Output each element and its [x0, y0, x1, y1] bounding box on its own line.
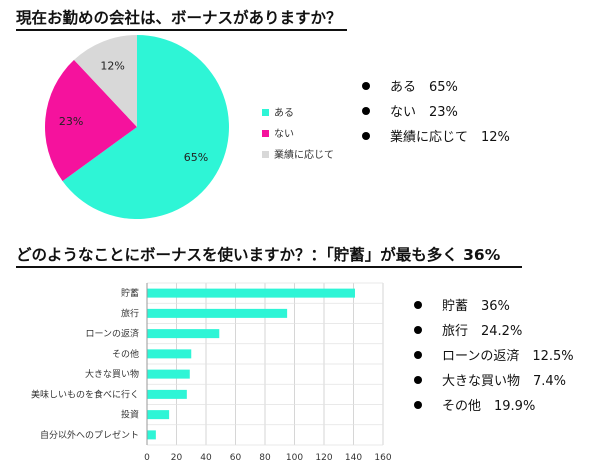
category-label: 投資: [121, 409, 139, 421]
bar-chart: 0 20 40 60 80 100 120 140 160 貯蓄旅行ローンの返済その他大きな買い物…: [31, 282, 392, 463]
legend-label: 業績に応じて: [274, 148, 334, 161]
q1-bullet-text: 業績に応じて 12%: [390, 130, 510, 145]
bar: [147, 369, 190, 379]
bullet-icon: [414, 375, 422, 384]
category-label: 自分以外へのプレゼント: [40, 429, 139, 441]
question-2-title: どのようなことにボーナスを使いますか？：「貯蓄」が最も多く 36%: [16, 246, 501, 264]
legend-label: ない: [274, 128, 294, 140]
question-1-title: 現在お勤めの会社は、ボーナスがありますか？: [16, 9, 342, 27]
category-label: 旅行: [121, 307, 139, 319]
x-tick-label: 100: [286, 453, 303, 463]
pie-value-label: 65%: [184, 151, 208, 164]
q2-bullet-item: 貯蓄 36%: [414, 295, 510, 314]
pie-value-label: 23%: [59, 115, 83, 128]
x-tick-label: 0: [144, 453, 150, 463]
pie-slice: [44, 59, 137, 182]
category-label: 大きな買い物: [85, 368, 139, 380]
bullet-icon: [362, 131, 370, 140]
x-tick-label: 140: [345, 453, 362, 463]
bullet-icon: [414, 325, 422, 334]
q2-bullet-item: 大きな買い物 7.4%: [414, 370, 566, 389]
q1-bullet-item: ある 65%: [362, 76, 458, 95]
x-tick-label: 120: [315, 453, 332, 463]
q2-bullet-text: その他 19.9%: [442, 399, 536, 414]
bar: [147, 288, 355, 298]
bullet-icon: [414, 350, 422, 359]
q2-bullet-text: 貯蓄 36%: [442, 299, 510, 314]
legend-swatch: [262, 130, 269, 137]
legend-label: ある: [274, 107, 294, 119]
x-tick-label: 80: [259, 453, 271, 463]
category-label: 貯蓄: [121, 287, 139, 299]
pie-slice: [62, 35, 229, 220]
bar: [147, 430, 156, 440]
q1-bullet-text: ある 65%: [390, 80, 458, 95]
q2-bullet-item: 旅行 24.2%: [414, 320, 522, 339]
x-tick-label: 160: [374, 453, 391, 463]
bar: [147, 389, 187, 399]
bullet-icon: [414, 400, 422, 409]
q2-bullet-text: ローンの返済 12.5%: [442, 349, 574, 364]
x-tick-label: 40: [200, 453, 212, 463]
bar: [147, 410, 170, 420]
x-tick-label: 20: [171, 453, 183, 463]
category-label: ローンの返済: [85, 328, 139, 340]
legend-swatch: [262, 109, 269, 116]
pie-value-label: 12%: [100, 59, 124, 72]
bar: [147, 329, 220, 339]
bar: [147, 308, 288, 318]
category-label: その他: [112, 348, 139, 360]
x-tick-label: 60: [230, 453, 242, 463]
bullet-icon: [362, 106, 370, 115]
pie-slice: [74, 35, 137, 127]
q2-bullet-item: ローンの返済 12.5%: [414, 345, 574, 364]
legend-swatch: [262, 151, 269, 158]
q1-bullet-item: 業績に応じて 12%: [362, 126, 510, 145]
q2-bullet-text: 旅行 24.2%: [442, 324, 523, 339]
category-label: 美味しいものを食べに行く: [31, 388, 139, 400]
q1-bullet-item: ない 23%: [362, 101, 458, 120]
question-2-underline: [16, 266, 522, 268]
bullet-icon: [362, 81, 370, 90]
bullet-icon: [414, 300, 422, 309]
q2-bullet-item: その他 19.9%: [414, 395, 535, 414]
q2-bullet-text: 大きな買い物 7.4%: [442, 374, 567, 389]
q1-bullet-text: ない 23%: [390, 105, 458, 120]
bar: [147, 349, 192, 359]
question-1-underline: [16, 29, 347, 31]
